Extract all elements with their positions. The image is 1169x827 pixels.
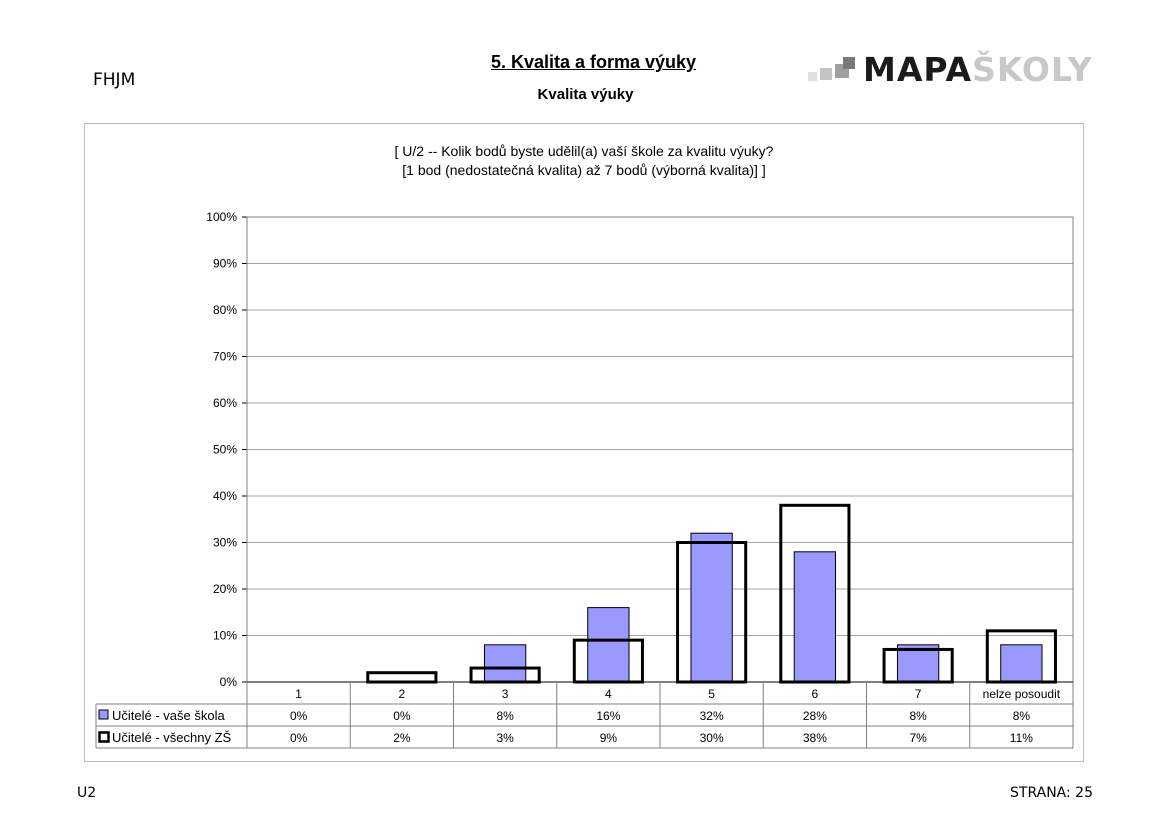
bar-vase-skola xyxy=(793,551,837,683)
x-category-label: 5 xyxy=(708,687,715,701)
data-label-vase-skola: 32% xyxy=(700,709,724,723)
y-tick-label: 0% xyxy=(220,675,238,689)
logo-square-2 xyxy=(820,68,832,80)
y-tick-label: 40% xyxy=(213,489,237,503)
y-tick-label: 30% xyxy=(213,536,237,550)
bar-vase-skola xyxy=(1000,644,1043,683)
x-category-label: 4 xyxy=(605,687,612,701)
x-category-label: 2 xyxy=(399,687,406,701)
data-label-vase-skola: 16% xyxy=(596,709,620,723)
y-tick-label: 80% xyxy=(213,303,237,317)
legend-key-vsechny-zs xyxy=(98,731,110,743)
data-label-vase-skola: 8% xyxy=(909,709,927,723)
y-tick-label: 100% xyxy=(206,210,237,224)
legend-label-vsechny-zs: Učitelé - všechny ZŠ xyxy=(112,730,232,745)
data-label-vase-skola: 8% xyxy=(496,709,514,723)
section-title-text: 5. Kvalita a forma výuky xyxy=(490,52,697,72)
y-tick-label: 90% xyxy=(213,257,237,271)
data-label-vsechny-zs: 11% xyxy=(1010,731,1033,745)
data-label-vsechny-zs: 38% xyxy=(803,731,827,745)
logo-text-light: ŠKOLY xyxy=(972,50,1093,89)
chart-title: [ U/2 -- Kolik bodů byste udělil(a) vaší… xyxy=(394,143,774,159)
bar-chart: 0%10%20%30%40%50%60%70%80%90%100%10%0%20… xyxy=(95,210,1074,749)
logo-text-dark: MAPA xyxy=(863,50,973,89)
y-tick-label: 70% xyxy=(213,350,237,364)
school-code: FHJM xyxy=(93,70,136,90)
x-category-label: 3 xyxy=(502,687,509,701)
logo-square-1 xyxy=(808,72,817,81)
bar-vsechny-zs xyxy=(366,671,438,684)
chart-question: [ U/2 -- Kolik bodů byste udělil(a) vaší… xyxy=(85,142,1083,180)
chart-subtitle: [1 bod (nedostatečná kvalita) až 7 bodů … xyxy=(402,162,766,178)
data-label-vsechny-zs: 3% xyxy=(496,731,514,745)
data-label-vase-skola: 0% xyxy=(290,709,308,723)
data-label-vsechny-zs: 9% xyxy=(600,731,618,745)
y-tick-label: 10% xyxy=(213,629,237,643)
data-label-vsechny-zs: 0% xyxy=(290,731,308,745)
y-tick-label: 60% xyxy=(213,396,237,410)
y-tick-label: 50% xyxy=(213,443,237,457)
legend-key-vase-skola xyxy=(98,709,109,720)
data-label-vase-skola: 8% xyxy=(1013,709,1031,723)
legend-label-vase-skola: Učitelé - vaše škola xyxy=(112,708,225,723)
y-tick-label: 20% xyxy=(213,582,237,596)
page-subtitle-text: Kvalita výuky xyxy=(537,86,634,103)
section-title: 5. Kvalita a forma výuky xyxy=(0,52,1169,73)
bar-vase-skola xyxy=(896,644,940,683)
footer-page-number: STRANA: 25 xyxy=(1010,785,1093,801)
data-label-vsechny-zs: 7% xyxy=(909,731,927,745)
bar-vase-skola xyxy=(483,644,527,683)
data-label-vsechny-zs: 30% xyxy=(700,731,724,745)
chart-frame: [ U/2 -- Kolik bodů byste udělil(a) vaší… xyxy=(84,123,1084,762)
x-category-label: 1 xyxy=(295,687,302,701)
data-label-vase-skola: 0% xyxy=(393,709,411,723)
bar-vase-skola xyxy=(690,532,733,683)
x-category-label: 7 xyxy=(915,687,922,701)
x-category-label: nelze posoudit xyxy=(983,687,1061,701)
page-subtitle: Kvalita výuky xyxy=(0,86,1169,103)
data-label-vsechny-zs: 2% xyxy=(393,731,411,745)
x-category-label: 6 xyxy=(812,687,819,701)
logo-text: MAPAŠKOLY xyxy=(863,50,1093,89)
data-label-vase-skola: 28% xyxy=(803,709,827,723)
bar-vase-skola xyxy=(587,607,630,683)
logo-square-4 xyxy=(843,57,855,69)
footer-left: U2 xyxy=(77,785,97,801)
